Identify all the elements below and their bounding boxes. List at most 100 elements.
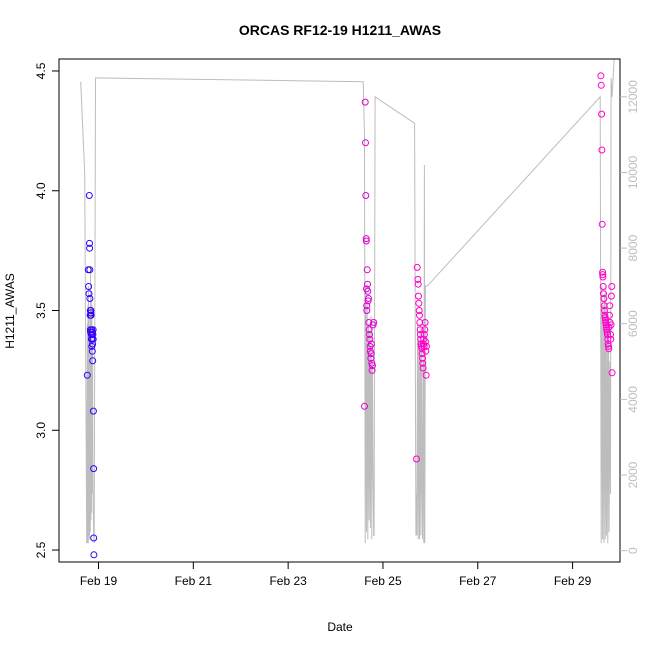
data-point <box>416 311 423 319</box>
data-point <box>367 354 375 362</box>
data-point <box>413 263 421 271</box>
y2-tick-label: 8000 <box>626 234 640 261</box>
data-point <box>362 192 370 199</box>
y-tick-label: 4.5 <box>34 62 48 79</box>
data-point <box>86 244 94 252</box>
data-point <box>599 283 607 290</box>
y2-tick-label: 10000 <box>626 155 640 189</box>
data-point <box>90 551 98 559</box>
data-point <box>603 326 611 334</box>
data-point <box>88 347 96 355</box>
data-point <box>366 335 374 343</box>
y-axis: 2.5 3.0 3.5 4.0 4.5 <box>34 62 59 558</box>
data-point <box>605 345 613 353</box>
data-point <box>364 297 372 305</box>
data-point <box>607 331 614 338</box>
data-point <box>599 273 607 281</box>
data-point <box>605 342 612 350</box>
data-point <box>364 280 371 288</box>
data-point <box>90 465 98 473</box>
x-tick-label: Feb 19 <box>80 574 118 588</box>
x-axis-label: Date <box>327 620 353 634</box>
y-tick-label: 2.5 <box>34 541 48 558</box>
data-point <box>89 326 97 334</box>
data-point <box>601 307 608 314</box>
data-point <box>415 307 423 314</box>
data-point <box>413 455 420 463</box>
y-tick-label: 3.5 <box>34 302 48 319</box>
points-layer <box>83 72 616 559</box>
x-tick-label: Feb 23 <box>269 574 307 588</box>
data-point <box>421 319 429 326</box>
data-point <box>89 340 97 348</box>
y2-tick-label: 12000 <box>626 80 640 114</box>
data-point <box>370 319 378 326</box>
data-point <box>85 290 93 298</box>
data-point <box>361 98 369 106</box>
y-tick-label: 4.0 <box>34 182 48 199</box>
data-point <box>598 220 606 228</box>
x-axis: Feb 19 Feb 21 Feb 23 Feb 25 Feb 27 Feb 29 <box>80 562 592 588</box>
plot-frame <box>58 58 621 563</box>
data-point <box>600 295 608 302</box>
data-point <box>365 295 372 302</box>
data-point <box>366 331 373 338</box>
data-point <box>414 275 422 283</box>
altitude-layer <box>80 58 615 544</box>
data-point <box>367 340 375 348</box>
data-point <box>86 239 93 247</box>
y2-tick-label: 0 <box>626 547 640 554</box>
data-point <box>608 283 616 290</box>
y-tick-label: 3.0 <box>34 422 48 439</box>
data-point <box>365 326 373 334</box>
data-point <box>597 72 605 80</box>
data-point <box>608 369 616 377</box>
data-point <box>414 280 422 288</box>
data-point <box>87 309 95 317</box>
altitude-line <box>80 58 615 544</box>
data-point <box>89 331 97 338</box>
data-point <box>600 290 607 298</box>
x-tick-label: Feb 29 <box>554 574 592 588</box>
y2-tick-label: 4000 <box>626 386 640 413</box>
data-point <box>361 402 368 410</box>
data-point <box>85 283 93 290</box>
data-point <box>85 192 93 199</box>
data-point <box>364 287 372 295</box>
data-point <box>419 359 427 367</box>
data-point <box>368 362 376 370</box>
data-point <box>420 331 428 338</box>
data-point <box>87 307 95 314</box>
chart-title: ORCAS RF12-19 H1211_AWAS <box>239 22 441 38</box>
x-tick-label: Feb 27 <box>459 574 497 588</box>
data-point <box>599 271 607 279</box>
y2-axis: 0 2000 4000 6000 8000 10000 12000 <box>620 80 640 554</box>
data-point <box>415 299 423 307</box>
data-point <box>422 371 430 379</box>
data-point <box>604 331 611 338</box>
data-point <box>598 110 606 118</box>
data-point <box>418 350 426 358</box>
data-point <box>363 307 371 314</box>
data-point <box>416 319 424 326</box>
data-point <box>415 292 422 300</box>
data-point <box>90 534 98 542</box>
data-point <box>417 331 424 338</box>
x-tick-label: Feb 25 <box>364 574 402 588</box>
x-tick-label: Feb 21 <box>175 574 213 588</box>
data-point <box>419 364 427 372</box>
data-point <box>367 350 375 358</box>
data-point <box>606 311 613 319</box>
y2-tick-label: 6000 <box>626 310 640 337</box>
data-point <box>87 311 95 319</box>
data-point <box>89 335 97 343</box>
data-point <box>606 302 614 310</box>
data-point <box>362 139 369 147</box>
data-point <box>362 235 370 243</box>
data-point <box>363 266 371 274</box>
data-point <box>363 302 371 310</box>
data-point <box>86 266 94 274</box>
data-point <box>421 326 429 334</box>
data-point <box>83 371 91 379</box>
